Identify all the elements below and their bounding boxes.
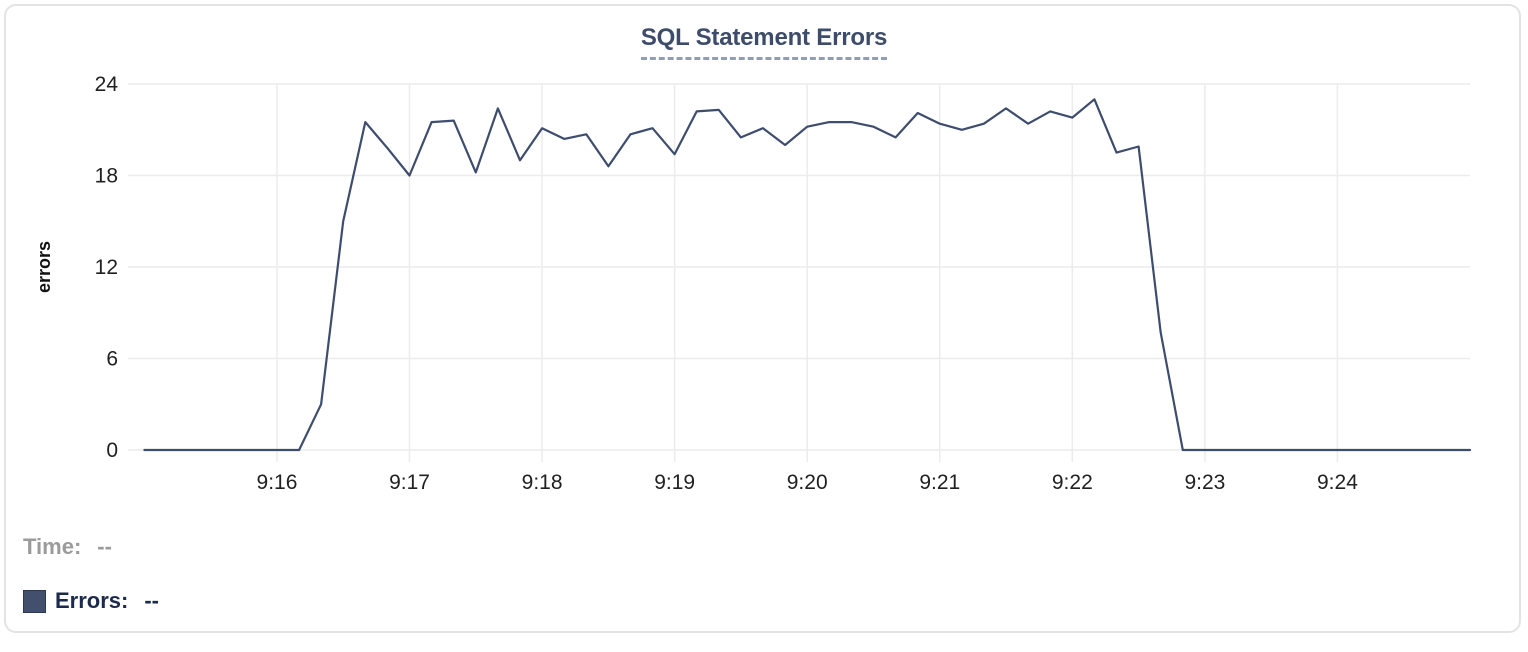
- x-tick-label: 9:17: [389, 471, 430, 494]
- x-tick-label: 9:16: [257, 471, 298, 494]
- y-tick-label: 18: [95, 165, 118, 188]
- chart-title-wrap: SQL Statement Errors: [0, 24, 1528, 60]
- readout-errors-row: Errors: --: [23, 588, 159, 614]
- y-tick-label: 6: [106, 348, 118, 371]
- chart-title[interactable]: SQL Statement Errors: [640, 24, 887, 60]
- x-tick-label: 9:22: [1052, 471, 1093, 494]
- readout-time-row: Time: --: [23, 534, 112, 560]
- errors-series-swatch: [23, 589, 46, 613]
- y-tick-label: 0: [106, 439, 118, 462]
- x-tick-label: 9:23: [1184, 471, 1225, 494]
- x-tick-label: 9:24: [1317, 471, 1358, 494]
- errors-line-series[interactable]: [143, 98, 1472, 452]
- chart-card: [4, 4, 1521, 633]
- x-tick-label: 9:18: [522, 471, 563, 494]
- y-tick-label: 12: [95, 256, 118, 279]
- errors-label: Errors:: [55, 588, 129, 613]
- time-label: Time:: [23, 534, 82, 559]
- x-tick-label: 9:21: [919, 471, 960, 494]
- errors-value: --: [144, 588, 160, 613]
- x-tick-label: 9:19: [654, 471, 695, 494]
- sql-errors-line-chart[interactable]: 0 6 12 18 24 9:16 9:17 9:18 9:19 9:20 9:21 9:22 9:23…: [0, 0, 1528, 512]
- y-axis-title: errors: [34, 241, 54, 293]
- y-tick-label: 24: [95, 73, 119, 96]
- time-value: --: [97, 534, 112, 559]
- x-tick-label: 9:20: [787, 471, 828, 494]
